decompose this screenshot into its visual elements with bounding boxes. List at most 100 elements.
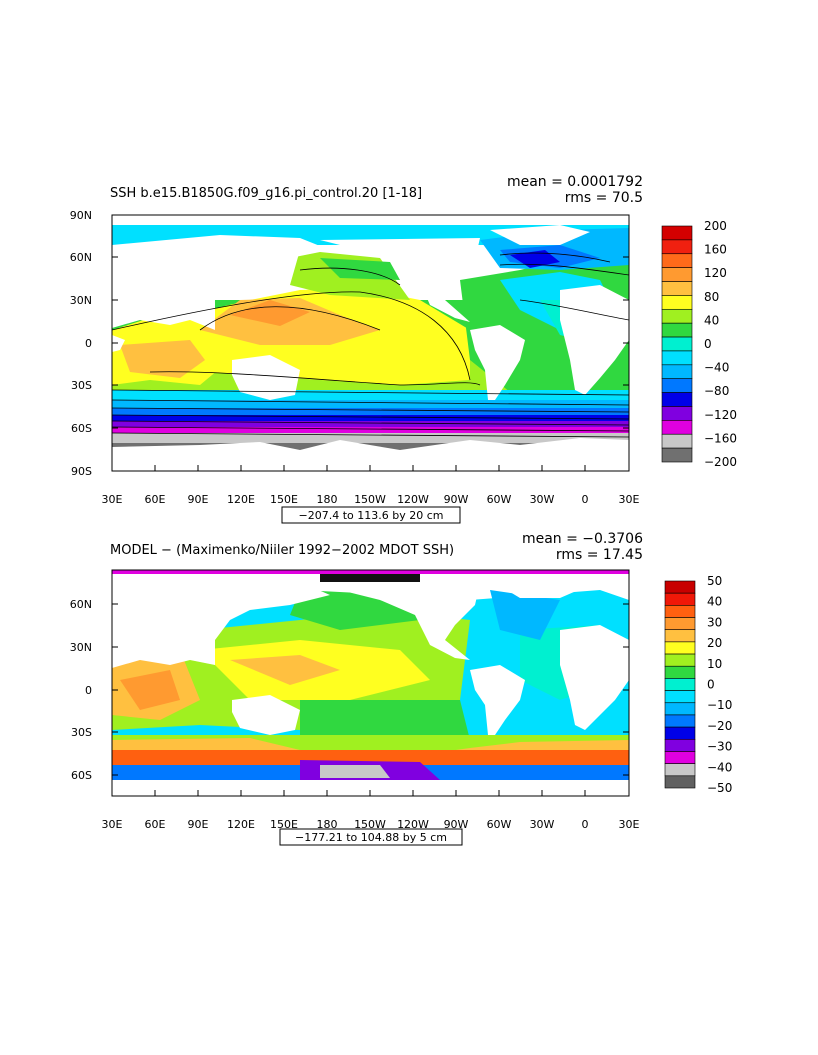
colorbar-swatch [661,239,693,255]
colorbar-swatch [661,295,693,310]
lat-label: 30N [70,641,92,654]
lon-label: 120E [227,493,255,506]
colorbar-swatch [664,775,696,789]
colorbar-label: 0 [707,678,715,692]
lon-label: 90E [188,818,209,831]
model-diff-map-figure: MODEL − (Maximenko/Niiler 1992−2002 MDOT… [70,531,732,846]
colorbar-swatch [664,690,696,704]
lon-label: 30W [530,818,555,831]
colorbar-swatch [661,364,693,380]
colorbar-label: 80 [704,290,719,304]
lon-label: 120E [227,818,255,831]
colorbar-label: −40 [704,361,729,375]
ssh-panel: SSH b.e15.B1850G.f09_g16.pi_control.20 [… [70,174,737,524]
lon-label: 0 [582,818,589,831]
colorbar-swatch [661,420,693,435]
colorbar-swatch [661,267,693,282]
lon-label: 30E [619,493,640,506]
colorbar-swatch [661,447,693,463]
colorbar-swatch [661,378,693,393]
colorbar-swatch [661,433,693,449]
lon-label: 180 [317,493,338,506]
rms-label: rms = 70.5 [565,190,643,206]
colorbar-swatch [664,763,696,777]
colorbar-swatch [661,336,693,352]
lat-label: 30S [71,726,92,739]
colorbar-label: 160 [704,243,727,257]
map-title: MODEL − (Maximenko/Niiler 1992−2002 MDOT… [110,543,454,558]
colorbar-swatch [661,225,693,241]
lon-label: 120W [397,493,429,506]
colorbar-label: 120 [704,266,727,280]
colorbar-swatch [664,738,696,752]
colorbar-label: −30 [707,740,732,754]
colorbar-swatch [664,665,696,679]
lat-axis: 60N 30N 0 30S 60S [70,598,92,782]
lon-label: 30E [619,818,640,831]
colorbar-label: 40 [704,313,719,327]
lon-label: 90E [188,493,209,506]
colorbar-label: 0 [704,337,712,351]
mean-label: mean = 0.0001792 [507,174,643,190]
lat-label: 60N [70,598,92,611]
lon-label: 60W [487,493,512,506]
lon-label: 150E [270,818,298,831]
colorbar-swatch [664,678,696,691]
colorbar-label: 40 [707,595,722,609]
lon-label: 30E [102,818,123,831]
lat-label: 30N [70,294,92,307]
lon-label: 90W [444,493,469,506]
range-box [279,828,463,846]
colorbar-swatch [661,392,693,407]
lon-axis: 30E 60E 90E 120E 150E 180 150W 120W 90W … [102,818,640,831]
lon-label: 0 [582,493,589,506]
rms-label: rms = 17.45 [556,547,643,563]
map-title: SSH b.e15.B1850G.f09_g16.pi_control.20 [… [110,186,422,201]
colorbar-label: 200 [704,219,727,233]
lon-label: 30E [102,493,123,506]
colorbar-swatch [664,714,696,728]
colorbar-swatch [664,605,696,618]
lat-label: 0 [85,684,92,697]
lon-label: 60E [145,493,166,506]
colorbar: 200 160 120 80 40 0 −40 −80 −120 −160 −200 [661,219,737,469]
colorbar-swatch [664,629,696,643]
colorbar-label: −160 [704,431,737,445]
colorbar-label: 20 [707,636,722,650]
ssh-map-figure: SSH b.e15.B1850G.f09_g16.pi_control.20 [… [70,174,737,524]
lon-label: 120W [397,818,429,831]
colorbar-swatch [661,253,693,268]
colorbar-label: −50 [707,781,732,795]
colorbar-swatch [664,751,696,764]
range-label: −207.4 to 113.6 by 20 cm [299,509,444,522]
lon-label: 150W [354,818,386,831]
colorbar-label: −120 [704,408,737,422]
difference-field [112,570,629,796]
colorbar-swatch [661,322,693,338]
lon-label: 90W [444,818,469,831]
lon-label: 150E [270,493,298,506]
colorbar-swatch [661,308,693,324]
colorbar-label: −80 [704,384,729,398]
colorbar-label: −200 [704,455,737,469]
lat-label: 0 [85,337,92,350]
lat-label: 30S [71,379,92,392]
colorbar-label: −10 [707,698,732,712]
lat-label: 60S [71,769,92,782]
colorbar-swatch [664,653,696,667]
lon-label: 60E [145,818,166,831]
mean-label: mean = −0.3706 [522,531,643,547]
lon-label: 60W [487,818,512,831]
model-diff-panel: MODEL − (Maximenko/Niiler 1992−2002 MDOT… [0,530,818,860]
lon-label: 180 [317,818,338,831]
colorbar-swatch [664,702,696,716]
colorbar-swatch [664,580,696,594]
lat-label: 60S [71,422,92,435]
colorbar-swatch [661,350,693,366]
colorbar-swatch [664,617,696,631]
colorbar: 50 40 30 20 10 0 −10 −20 −30 −40 −50 [664,574,732,795]
lat-label: 60N [70,251,92,264]
colorbar-label: 10 [707,657,722,671]
colorbar-swatch [664,641,696,655]
lon-label: 150W [354,493,386,506]
